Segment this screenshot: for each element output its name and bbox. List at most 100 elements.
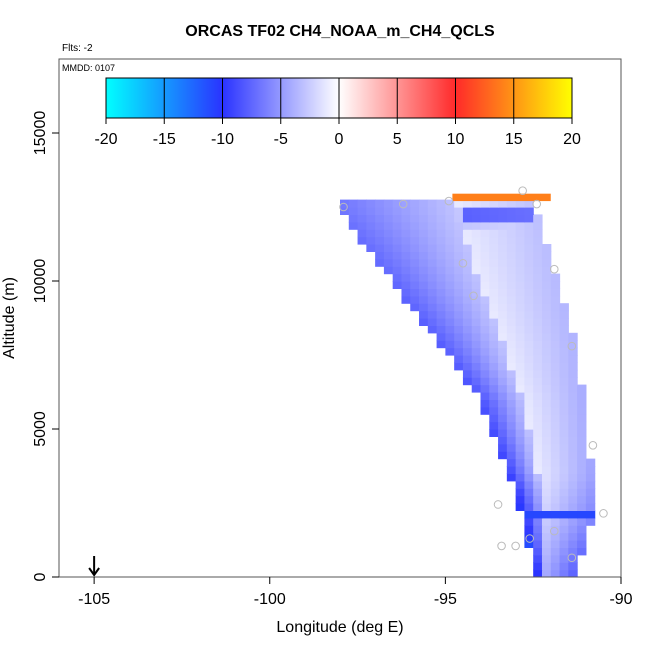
heatmap-high-band: [452, 193, 551, 202]
heatmap-cell: [506, 377, 517, 386]
heatmap-cell: [445, 332, 455, 341]
heatmap-cell: [550, 569, 561, 577]
heatmap-cell: [489, 325, 499, 334]
heatmap-cell: [462, 310, 473, 319]
heatmap-cell: [533, 562, 543, 571]
heatmap-cell: [515, 325, 526, 334]
heatmap-cell: [533, 236, 543, 245]
heatmap-cell: [480, 221, 490, 230]
heatmap-cell: [480, 377, 490, 386]
heatmap-cell: [489, 318, 499, 326]
heatmap-cell: [541, 392, 552, 400]
heatmap-cell: [480, 229, 490, 238]
heatmap-cell: [585, 495, 596, 504]
heatmap-cell: [568, 488, 578, 497]
heatmap-cell: [419, 258, 429, 267]
heatmap-cell: [419, 221, 429, 230]
heatmap-cell: [392, 214, 403, 223]
heatmap-cell: [454, 325, 464, 334]
heatmap-cell: [419, 266, 429, 275]
heatmap-cell: [506, 229, 517, 238]
heatmap-cell: [419, 273, 429, 282]
heatmap-cell: [524, 406, 534, 415]
heatmap-cell: [533, 406, 543, 415]
heatmap-cell: [462, 221, 473, 230]
heatmap-cell: [471, 221, 482, 230]
heatmap-cell: [515, 310, 526, 319]
heatmap-cell: [445, 281, 455, 289]
heatmap-cell: [506, 429, 517, 437]
heatmap-cell: [515, 503, 526, 511]
heatmap-cell: [515, 332, 526, 341]
heatmap-cell: [524, 199, 534, 208]
heatmap-cell: [524, 332, 534, 341]
heatmap-cell: [559, 517, 569, 526]
heatmap-cell: [489, 303, 499, 312]
heatmap-cell: [533, 480, 543, 489]
heatmap-cell: [489, 207, 499, 215]
heatmap-cell: [506, 332, 517, 341]
heatmap-cell: [506, 443, 517, 452]
heatmap-cell: [357, 207, 367, 215]
heatmap-cell: [489, 355, 499, 363]
heatmap-cell: [533, 473, 543, 482]
heatmap-cell: [568, 495, 578, 504]
heatmap-cell: [357, 199, 367, 208]
sample-points: [339, 186, 608, 563]
heatmap-cell: [498, 258, 508, 267]
heatmap-cell: [533, 325, 543, 334]
heatmap-cell: [471, 384, 482, 393]
heatmap-cell: [506, 369, 517, 378]
heatmap-cell: [541, 251, 552, 260]
heatmap-cell: [515, 399, 526, 408]
heatmap-cell: [515, 207, 526, 215]
heatmap-cell: [585, 480, 596, 489]
heatmap-cell: [568, 517, 578, 526]
heatmap-cell: [454, 244, 464, 252]
heatmap-cell: [533, 340, 543, 349]
heatmap-cell: [541, 443, 552, 452]
heatmap-cell: [568, 414, 578, 423]
heatmap-cell: [392, 281, 403, 289]
heatmap-cell: [445, 229, 455, 238]
heatmap-cell: [568, 466, 578, 474]
heatmap-cell: [462, 377, 473, 386]
heatmap-cell: [577, 466, 587, 474]
heatmap-cell: [541, 295, 552, 304]
heatmap-cell: [585, 503, 596, 511]
heatmap-cell: [392, 244, 403, 252]
heatmap-cell: [550, 466, 561, 474]
heatmap-cell: [550, 362, 561, 371]
heatmap-cell: [392, 273, 403, 282]
heatmap-cell: [524, 540, 534, 548]
chart-title: ORCAS TF02 CH4_NOAA_m_CH4_QCLS: [185, 23, 495, 40]
heatmap-cell: [559, 451, 569, 460]
heatmap-cell: [559, 458, 569, 467]
heatmap-cell: [541, 325, 552, 334]
heatmap-cell: [524, 258, 534, 267]
heatmap-cell: [506, 421, 517, 430]
heatmap-cell: [550, 488, 561, 497]
heatmap-cell: [366, 229, 376, 238]
heatmap-cell: [515, 318, 526, 326]
heatmap-cell: [559, 466, 569, 474]
colorbar-tick-label: -10: [211, 131, 234, 148]
heatmap-cell: [427, 207, 438, 215]
heatmap-cell: [568, 347, 578, 356]
heatmap-cell: [392, 207, 403, 215]
heatmap-cell: [462, 369, 473, 378]
heatmap-cell: [541, 547, 552, 556]
heatmap-cell: [524, 229, 534, 238]
heatmap-cell: [392, 229, 403, 238]
heatmap-cell: [427, 199, 438, 208]
heatmap-cell: [524, 340, 534, 349]
heatmap-cell: [471, 318, 482, 326]
heatmap-cell: [541, 377, 552, 386]
heatmap-cell: [427, 273, 438, 282]
heatmap-cell: [541, 406, 552, 415]
heatmap-cell: [533, 229, 543, 238]
heatmap-cell: [533, 517, 543, 526]
heatmap-cell: [506, 266, 517, 275]
heatmap-cell: [533, 451, 543, 460]
